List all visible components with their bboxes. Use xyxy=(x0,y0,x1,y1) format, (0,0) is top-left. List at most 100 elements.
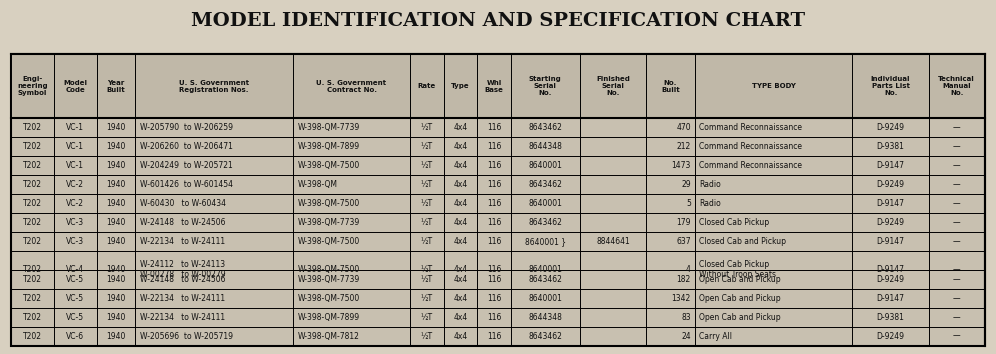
Text: Open Cab and Pickup: Open Cab and Pickup xyxy=(699,275,781,284)
Text: D-9381: D-9381 xyxy=(876,313,904,322)
Text: 1940: 1940 xyxy=(107,275,125,284)
Text: 8640001: 8640001 xyxy=(528,294,562,303)
Text: —: — xyxy=(953,199,960,208)
Text: 1940: 1940 xyxy=(107,199,125,208)
Text: 8643462: 8643462 xyxy=(528,332,562,341)
Text: ½T: ½T xyxy=(420,313,433,322)
Text: W-24112   to W-24113
W-00278   to W-00279: W-24112 to W-24113 W-00278 to W-00279 xyxy=(140,260,226,280)
Text: W-398-QM-7500: W-398-QM-7500 xyxy=(298,294,361,303)
Text: W-24148   to W-24506: W-24148 to W-24506 xyxy=(140,275,226,284)
Text: T202: T202 xyxy=(23,294,42,303)
Text: Closed Cab and Pickup: Closed Cab and Pickup xyxy=(699,237,786,246)
Text: W-205696  to W-205719: W-205696 to W-205719 xyxy=(140,332,233,341)
Text: 8643462: 8643462 xyxy=(528,275,562,284)
Text: —: — xyxy=(953,161,960,170)
Text: D-9249: D-9249 xyxy=(876,218,904,227)
Text: ½T: ½T xyxy=(420,294,433,303)
Text: 4x4: 4x4 xyxy=(453,294,467,303)
Text: Carry All: Carry All xyxy=(699,332,732,341)
Text: W-398-QM-7500: W-398-QM-7500 xyxy=(298,199,361,208)
Text: ½T: ½T xyxy=(420,123,433,132)
Text: W-398-QM-7812: W-398-QM-7812 xyxy=(298,332,360,341)
Text: 116: 116 xyxy=(487,218,501,227)
Text: W-398-QM-7739: W-398-QM-7739 xyxy=(298,123,361,132)
Text: 4x4: 4x4 xyxy=(453,313,467,322)
Text: T202: T202 xyxy=(23,142,42,151)
Text: 8640001 }: 8640001 } xyxy=(525,237,566,246)
Text: 4x4: 4x4 xyxy=(453,142,467,151)
Text: No.
Built: No. Built xyxy=(661,80,680,93)
Text: 8644348: 8644348 xyxy=(528,142,562,151)
Text: 4x4: 4x4 xyxy=(453,123,467,132)
Text: 4x4: 4x4 xyxy=(453,161,467,170)
Text: Technical
Manual
No.: Technical Manual No. xyxy=(938,76,975,96)
Text: 1940: 1940 xyxy=(107,294,125,303)
Text: 1342: 1342 xyxy=(671,294,691,303)
Text: W-206260  to W-206471: W-206260 to W-206471 xyxy=(140,142,233,151)
Text: Open Cab and Pickup: Open Cab and Pickup xyxy=(699,294,781,303)
Text: —: — xyxy=(953,218,960,227)
Text: 1940: 1940 xyxy=(107,332,125,341)
Text: W-22134   to W-24111: W-22134 to W-24111 xyxy=(140,237,225,246)
Text: —: — xyxy=(953,180,960,189)
Text: W-24148   to W-24506: W-24148 to W-24506 xyxy=(140,218,226,227)
Text: 8643462: 8643462 xyxy=(528,123,562,132)
Text: 8643462: 8643462 xyxy=(528,218,562,227)
Text: TYPE BODY: TYPE BODY xyxy=(752,83,796,89)
Text: T202: T202 xyxy=(23,123,42,132)
Text: T202: T202 xyxy=(23,199,42,208)
Text: 8844641: 8844641 xyxy=(596,237,629,246)
Text: 83: 83 xyxy=(681,313,691,322)
Text: W-398-QM-7739: W-398-QM-7739 xyxy=(298,218,361,227)
Text: 116: 116 xyxy=(487,294,501,303)
Text: W-601426  to W-601454: W-601426 to W-601454 xyxy=(140,180,233,189)
Text: 4x4: 4x4 xyxy=(453,199,467,208)
Text: VC-6: VC-6 xyxy=(67,332,85,341)
Text: Closed Cab Pickup: Closed Cab Pickup xyxy=(699,218,769,227)
Text: VC-1: VC-1 xyxy=(67,123,85,132)
Text: D-9147: D-9147 xyxy=(876,265,904,274)
Text: VC-5: VC-5 xyxy=(67,313,85,322)
Text: 1940: 1940 xyxy=(107,161,125,170)
Text: 116: 116 xyxy=(487,237,501,246)
Text: U. S. Government
Registration Nos.: U. S. Government Registration Nos. xyxy=(179,80,249,93)
Text: T202: T202 xyxy=(23,265,42,274)
Text: T202: T202 xyxy=(23,180,42,189)
Text: W-398-QM: W-398-QM xyxy=(298,180,338,189)
Text: ½T: ½T xyxy=(420,265,433,274)
Text: VC-2: VC-2 xyxy=(67,180,85,189)
Text: 1940: 1940 xyxy=(107,265,125,274)
Text: 116: 116 xyxy=(487,265,501,274)
Text: ½T: ½T xyxy=(420,237,433,246)
Text: W-22134   to W-24111: W-22134 to W-24111 xyxy=(140,313,225,322)
Text: 1940: 1940 xyxy=(107,218,125,227)
Text: —: — xyxy=(953,294,960,303)
Text: 4x4: 4x4 xyxy=(453,275,467,284)
Text: 1940: 1940 xyxy=(107,237,125,246)
Text: Model
Code: Model Code xyxy=(64,80,88,93)
Text: —: — xyxy=(953,142,960,151)
Text: —: — xyxy=(953,237,960,246)
Text: 5: 5 xyxy=(686,199,691,208)
Text: W-204249  to W-205721: W-204249 to W-205721 xyxy=(140,161,233,170)
Text: 116: 116 xyxy=(487,161,501,170)
Text: 4x4: 4x4 xyxy=(453,180,467,189)
Text: W-22134   to W-24111: W-22134 to W-24111 xyxy=(140,294,225,303)
Text: Radio: Radio xyxy=(699,180,720,189)
Text: 637: 637 xyxy=(676,237,691,246)
Text: VC-2: VC-2 xyxy=(67,199,85,208)
Text: Year
Built: Year Built xyxy=(107,80,125,93)
Text: 116: 116 xyxy=(487,142,501,151)
Text: D-9249: D-9249 xyxy=(876,180,904,189)
Text: 8644348: 8644348 xyxy=(528,313,562,322)
Text: D-9147: D-9147 xyxy=(876,199,904,208)
Text: 4x4: 4x4 xyxy=(453,237,467,246)
Text: VC-3: VC-3 xyxy=(67,218,85,227)
Text: D-9249: D-9249 xyxy=(876,123,904,132)
Text: VC-3: VC-3 xyxy=(67,237,85,246)
Text: VC-5: VC-5 xyxy=(67,275,85,284)
Text: 182: 182 xyxy=(676,275,691,284)
Text: D-9147: D-9147 xyxy=(876,294,904,303)
Text: ½T: ½T xyxy=(420,142,433,151)
Text: 116: 116 xyxy=(487,180,501,189)
